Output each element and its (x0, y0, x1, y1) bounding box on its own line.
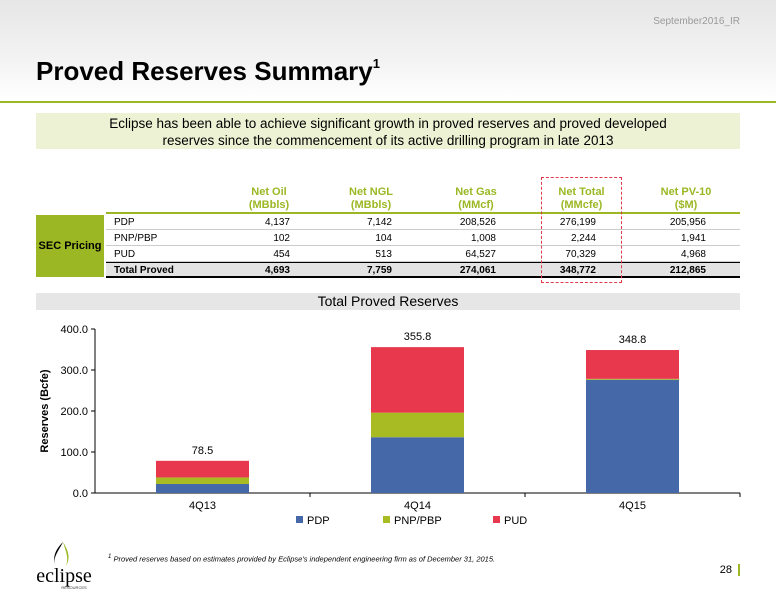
row-label: PUD (114, 249, 136, 260)
cell-net-ngl: 7,759 (366, 265, 392, 276)
cell-net-total: 276,199 (559, 217, 596, 228)
table-header-rule (106, 212, 740, 214)
intro-callout: Eclipse has been able to achieve signifi… (36, 113, 740, 149)
cell-net-oil: 454 (273, 249, 290, 260)
x-tick-label: 4Q13 (189, 500, 216, 512)
bar-total-label: 348.8 (619, 334, 647, 346)
sec-pricing-label: SEC Pricing (36, 215, 104, 277)
logo-subtext: RESOURCES (61, 585, 87, 590)
cell-net-oil: 4,693 (264, 265, 290, 276)
cell-net-ngl: 104 (375, 233, 392, 244)
bar-segment-pud (371, 347, 464, 413)
bar-segment-pnp-pbp (156, 477, 249, 484)
intro-line-1: Eclipse has been able to achieve signifi… (109, 116, 667, 131)
legend-swatch (296, 516, 303, 523)
col-head-net-total-l2: (MMcfe) (560, 199, 603, 211)
page-title-text: Proved Reserves Summary (36, 56, 373, 86)
header-tag: September2016_IR (653, 16, 740, 27)
cell-net-pv10: 4,968 (680, 249, 706, 260)
bar-segment-pnp-pbp (371, 412, 464, 438)
intro-line-2: reserves since the commencement of its a… (162, 133, 614, 148)
bar-segment-pdp (156, 483, 249, 493)
page-title: Proved Reserves Summary1 (36, 56, 380, 87)
x-tick-label: 4Q15 (619, 500, 646, 512)
col-head-net-oil-l1: Net Oil (251, 186, 287, 198)
cell-net-oil: 4,137 (264, 217, 290, 228)
col-head-net-oil-l2: (MBbls) (248, 199, 290, 211)
title-rule (0, 101, 776, 103)
chart-title: Total Proved Reserves (36, 293, 740, 310)
table-row-pdp: PDP 4,137 7,142 208,526 276,199 205,956 (106, 215, 740, 230)
y-tick-label: 300.0 (60, 365, 88, 377)
col-head-net-pv10-l1: Net PV-10 (660, 186, 712, 198)
cell-net-total: 348,772 (559, 265, 596, 276)
y-tick-label: 200.0 (60, 406, 88, 418)
legend-label: PDP (307, 515, 330, 527)
col-head-net-ngl: Net NGL (MBbls) (331, 186, 411, 212)
table-row-total: Total Proved 4,693 7,759 274,061 348,772… (106, 262, 740, 278)
cell-net-ngl: 513 (375, 249, 392, 260)
cell-net-pv10: 1,941 (680, 233, 706, 244)
cell-net-gas: 1,008 (470, 233, 496, 244)
y-tick-label: 100.0 (60, 447, 88, 459)
title-footnote-mark: 1 (372, 56, 380, 72)
col-head-net-total-l1: Net Total (558, 186, 605, 198)
row-label: Total Proved (114, 265, 174, 276)
cell-net-total: 70,329 (565, 249, 596, 260)
col-head-net-oil: Net Oil (MBbls) (229, 186, 309, 212)
bar-total-label: 78.5 (192, 445, 213, 457)
table-row-pud: PUD 454 513 64,527 70,329 4,968 (106, 247, 740, 262)
y-tick-label: 0.0 (73, 488, 88, 500)
cell-net-gas: 208,526 (459, 217, 496, 228)
y-axis-title: Reserves (Bcfe) (39, 369, 51, 452)
cell-net-gas: 274,061 (459, 265, 496, 276)
row-label: PDP (114, 217, 135, 228)
cell-net-ngl: 7,142 (366, 217, 392, 228)
bar-total-label: 355.8 (404, 331, 432, 343)
col-head-net-gas-l2: (MMcf) (458, 199, 494, 211)
logo-wordmark: eclipse (36, 565, 92, 587)
col-head-net-ngl-l2: (MBbls) (350, 199, 392, 211)
bar-segment-pnp-pbp (586, 378, 679, 380)
stacked-bar-chart: 0.0 100.0 200.0 300.0 400.0 Reserves (Bcfe) 78… (39, 324, 741, 527)
flame-icon (54, 542, 63, 566)
eclipse-logo: eclipse RESOURCES (36, 542, 92, 590)
legend-label: PNP/PBP (394, 515, 442, 527)
col-head-net-total: Net Total (MMcfe) (541, 186, 622, 212)
col-head-net-ngl-l1: Net NGL (349, 186, 393, 198)
col-head-net-gas: Net Gas (MMcf) (436, 186, 516, 212)
net-total-highlight-box (541, 177, 622, 283)
cell-net-pv10: 212,865 (669, 265, 706, 276)
legend-swatch (383, 516, 390, 523)
row-label: PNP/PBP (114, 233, 158, 244)
col-head-net-gas-l1: Net Gas (455, 186, 497, 198)
table-row-pnp-pbp: PNP/PBP 102 104 1,008 2,244 1,941 (106, 231, 740, 246)
cell-net-gas: 64,527 (465, 249, 496, 260)
bar-segment-pdp (586, 379, 679, 493)
col-head-net-pv10: Net PV-10 ($M) (646, 186, 726, 212)
cell-net-total: 2,244 (570, 233, 596, 244)
footnote: 1 Proved reserves based on estimates pro… (108, 554, 495, 564)
legend-swatch (493, 516, 500, 523)
y-tick-label: 400.0 (60, 324, 88, 336)
bar-segment-pud (156, 460, 249, 478)
col-head-net-pv10-l2: ($M) (674, 199, 698, 211)
bar-segment-pdp (371, 437, 464, 493)
bar-segment-pud (586, 350, 679, 379)
legend-label: PUD (504, 515, 527, 527)
page-number: 28 (720, 564, 740, 576)
header-band (0, 0, 776, 100)
cell-net-oil: 102 (273, 233, 290, 244)
footnote-mark: 1 (108, 554, 112, 560)
cell-net-pv10: 205,956 (669, 217, 706, 228)
x-tick-label: 4Q14 (404, 500, 431, 512)
flame-icon-accent (63, 542, 69, 566)
footnote-text: Proved reserves based on estimates provi… (113, 554, 496, 564)
